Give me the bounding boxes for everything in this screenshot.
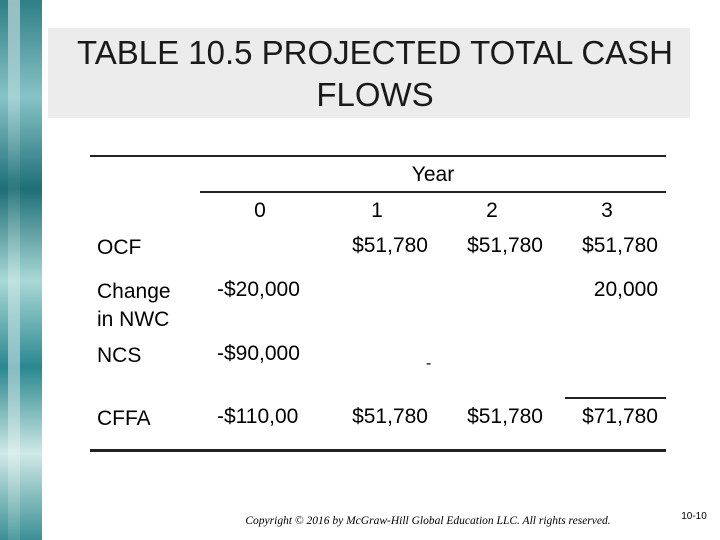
row-label: OCF	[97, 236, 142, 259]
cell: $51,780	[467, 234, 543, 257]
header-rule	[200, 191, 666, 193]
decorative-highlight	[8, 0, 20, 540]
column-header: 3	[601, 199, 613, 222]
cell: -$20,000	[217, 278, 300, 301]
column-header: 2	[486, 199, 498, 222]
cell: -$110,00	[217, 405, 299, 428]
cell: $51,780	[352, 405, 428, 428]
row-label: NCS	[97, 344, 142, 367]
column-header: 1	[371, 199, 383, 222]
page-number: 10-10	[681, 511, 707, 522]
cell: -	[426, 355, 432, 372]
cell: 20,000	[593, 278, 658, 301]
cell: -$90,000	[217, 342, 300, 365]
cell: $51,780	[582, 234, 658, 257]
column-header: 0	[254, 199, 266, 222]
cell: $71,780	[582, 405, 658, 428]
cell: $51,780	[467, 405, 543, 428]
row-label: CFFA	[97, 407, 151, 430]
cell: $51,780	[352, 234, 428, 257]
table-bottom-rule	[90, 449, 666, 452]
decorative-strip	[0, 0, 42, 540]
title-box	[48, 28, 690, 118]
group-header: Year	[411, 163, 455, 186]
subtotal-rule	[565, 397, 666, 399]
table-top-rule	[90, 155, 666, 157]
row-label: Change in NWC	[97, 280, 171, 331]
copyright: Copyright © 2016 by McGraw-Hill Global E…	[245, 515, 611, 527]
slide-title: TABLE 10.5 PROJECTED TOTAL CASH FLOWS	[76, 34, 673, 113]
